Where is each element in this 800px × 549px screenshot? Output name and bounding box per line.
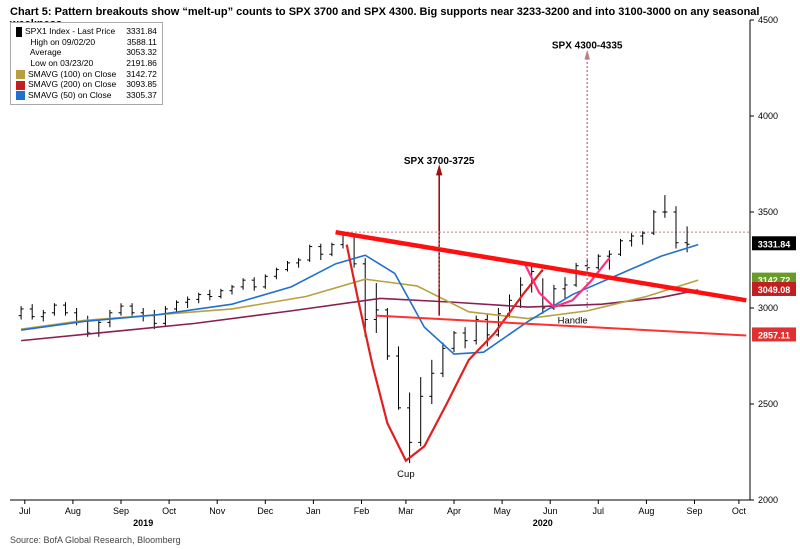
svg-text:2500: 2500	[758, 399, 778, 409]
svg-text:Mar: Mar	[398, 506, 414, 516]
source-text: Source: BofA Global Research, Bloomberg	[10, 535, 181, 545]
svg-text:Aug: Aug	[638, 506, 654, 516]
svg-text:3049.08: 3049.08	[758, 285, 791, 295]
svg-text:Nov: Nov	[209, 506, 226, 516]
svg-text:4000: 4000	[758, 111, 778, 121]
svg-text:Apr: Apr	[447, 506, 461, 516]
svg-text:Feb: Feb	[354, 506, 370, 516]
svg-text:2000: 2000	[758, 495, 778, 505]
svg-text:Oct: Oct	[162, 506, 177, 516]
svg-text:Oct: Oct	[732, 506, 747, 516]
svg-text:Aug: Aug	[65, 506, 81, 516]
svg-text:Sep: Sep	[686, 506, 702, 516]
svg-text:Jul: Jul	[593, 506, 605, 516]
svg-text:2857.11: 2857.11	[758, 330, 790, 340]
svg-text:3500: 3500	[758, 207, 778, 217]
chart-svg: 2000 2500 3000 3500 4000 4500 Jul Aug Sep Oct Nov D…	[0, 0, 800, 549]
svg-text:2020: 2020	[533, 518, 553, 528]
svg-text:Handle: Handle	[558, 315, 588, 326]
svg-text:May: May	[494, 506, 512, 516]
svg-text:Jun: Jun	[543, 506, 558, 516]
svg-text:SPX 4300-4335: SPX 4300-4335	[552, 41, 623, 52]
svg-text:Sep: Sep	[113, 506, 129, 516]
svg-text:Dec: Dec	[257, 506, 274, 516]
svg-text:4500: 4500	[758, 15, 778, 25]
svg-text:Jan: Jan	[306, 506, 321, 516]
svg-text:3331.84: 3331.84	[758, 239, 791, 249]
svg-text:3000: 3000	[758, 303, 778, 313]
svg-text:2019: 2019	[133, 518, 153, 528]
svg-text:Jul: Jul	[19, 506, 31, 516]
svg-text:Cup: Cup	[397, 469, 414, 480]
svg-text:SPX 3700-3725: SPX 3700-3725	[404, 156, 475, 167]
